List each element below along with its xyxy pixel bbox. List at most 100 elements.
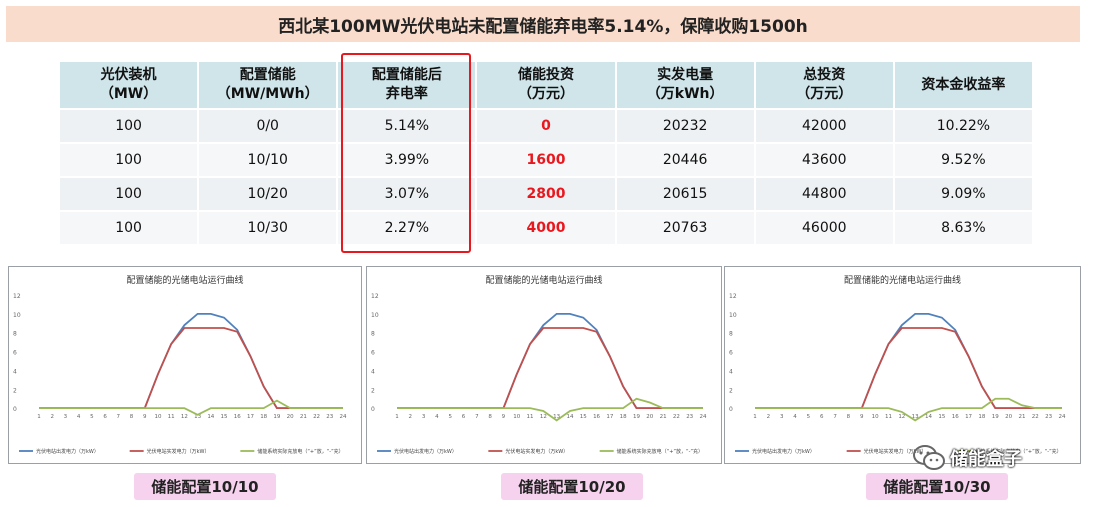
series-line bbox=[755, 327, 1062, 410]
cell-equity-return: 9.52% bbox=[894, 142, 1032, 176]
watermark: 储能盒子 bbox=[912, 442, 1022, 474]
x-tick-label: 16 bbox=[234, 414, 241, 420]
x-tick-label: 7 bbox=[475, 414, 479, 420]
legend-label: 光伏电站实发电力（万kW） bbox=[505, 448, 568, 455]
x-tick-label: 21 bbox=[1018, 414, 1025, 420]
x-tick-label: 18 bbox=[620, 414, 627, 420]
x-tick-label: 4 bbox=[77, 414, 81, 420]
cell-total-investment: 43600 bbox=[755, 142, 893, 176]
cell-actual-generation: 20232 bbox=[616, 108, 754, 142]
x-tick-label: 14 bbox=[925, 414, 932, 420]
legend-label: 储能系统实际充放电（“+”放，“-”充） bbox=[617, 448, 703, 455]
x-tick-label: 12 bbox=[898, 414, 905, 420]
table-row: 100 10/20 3.07% 2800 20615 44800 9.09% bbox=[60, 176, 1032, 210]
x-tick-label: 8 bbox=[130, 414, 134, 420]
x-tick-label: 6 bbox=[820, 414, 824, 420]
cell-pv-capacity: 100 bbox=[60, 142, 198, 176]
legend-label: 光伏电站实发电力（万kW） bbox=[147, 448, 210, 455]
x-tick-label: 9 bbox=[143, 414, 147, 420]
x-tick-label: 12 bbox=[540, 414, 547, 420]
x-tick-label: 23 bbox=[686, 414, 693, 420]
cell-curtailment-rate: 5.14% bbox=[338, 108, 476, 142]
cell-curtailment-rate: 3.07% bbox=[338, 176, 476, 210]
cell-storage-investment: 1600 bbox=[477, 142, 615, 176]
caption-10-20: 储能配置10/20 bbox=[501, 473, 643, 500]
x-tick-label: 19 bbox=[273, 414, 280, 420]
x-tick-label: 2 bbox=[50, 414, 54, 420]
chart-10-30: 配置储能的光储电站运行曲线 0 2 4 6 8 10 12 1 2 3 4 5 6 7 8 9 10 11 12 13 1… bbox=[724, 266, 1081, 464]
x-tick-label: 17 bbox=[247, 414, 254, 420]
y-tick-label: 6 bbox=[13, 350, 17, 357]
x-tick-label: 8 bbox=[847, 414, 851, 420]
comparison-table: 光伏装机 （MW） 配置储能 （MW/MWh） 配置储能后 弃电率 储能投资 （万元） … bbox=[58, 62, 1034, 244]
caption-10-30: 储能配置10/30 bbox=[866, 473, 1008, 500]
x-tick-label: 9 bbox=[860, 414, 864, 420]
x-tick-label: 24 bbox=[700, 414, 707, 420]
x-tick-label: 1 bbox=[753, 414, 757, 420]
table-row: 100 10/10 3.99% 1600 20446 43600 9.52% bbox=[60, 142, 1032, 176]
x-tick-label: 15 bbox=[221, 414, 228, 420]
y-tick-label: 0 bbox=[371, 406, 375, 413]
cell-equity-return: 10.22% bbox=[894, 108, 1032, 142]
x-tick-label: 22 bbox=[673, 414, 680, 420]
x-tick-label: 16 bbox=[952, 414, 959, 420]
x-tick-label: 18 bbox=[978, 414, 985, 420]
legend-label: 储能系统实际充放电（“+”放，“-”充） bbox=[257, 448, 343, 455]
x-tick-label: 4 bbox=[793, 414, 797, 420]
y-tick-label: 6 bbox=[729, 350, 733, 357]
y-tick-label: 12 bbox=[13, 293, 21, 300]
y-tick-label: 8 bbox=[729, 331, 733, 338]
watermark-text: 储能盒子 bbox=[950, 449, 1022, 470]
cell-pv-capacity: 100 bbox=[60, 108, 198, 142]
legend-label: 光伏电站出发电力（万kW） bbox=[394, 448, 457, 455]
legend-label: 光伏电站出发电力（万kW） bbox=[752, 448, 815, 455]
series-line bbox=[397, 397, 703, 422]
header-equity-return: 资本金收益率 bbox=[894, 62, 1032, 108]
y-tick-label: 10 bbox=[13, 312, 21, 319]
chart-10-20: 配置储能的光储电站运行曲线 0 2 4 6 8 10 12 1 2 3 4 5 6 7 8 9 10 11 12 13 1… bbox=[366, 266, 722, 464]
x-tick-label: 1 bbox=[395, 414, 399, 420]
chart-title: 配置储能的光储电站运行曲线 bbox=[485, 274, 602, 286]
legend-label: 储能系统实际充放电（“+”放，“-”充） bbox=[975, 448, 1061, 455]
x-tick-label: 1 bbox=[37, 414, 41, 420]
x-tick-label: 3 bbox=[780, 414, 784, 420]
x-tick-label: 15 bbox=[580, 414, 587, 420]
x-tick-label: 18 bbox=[260, 414, 267, 420]
x-tick-label: 14 bbox=[207, 414, 214, 420]
series-line bbox=[39, 399, 343, 416]
y-tick-label: 4 bbox=[729, 368, 733, 375]
y-tick-label: 10 bbox=[371, 312, 379, 319]
chart-10-10: 配置储能的光储电站运行曲线 0 2 4 6 8 10 12 1 2 3 4 5 6 7 8 9 10 11 12 13 1… bbox=[8, 266, 362, 464]
x-tick-label: 10 bbox=[872, 414, 879, 420]
x-tick-label: 8 bbox=[488, 414, 492, 420]
x-tick-label: 21 bbox=[660, 414, 667, 420]
x-tick-label: 17 bbox=[606, 414, 613, 420]
x-tick-label: 6 bbox=[462, 414, 466, 420]
x-tick-label: 22 bbox=[1032, 414, 1039, 420]
chart-title: 配置储能的光储电站运行曲线 bbox=[126, 274, 243, 286]
cell-storage-config: 10/30 bbox=[199, 210, 337, 244]
y-tick-label: 2 bbox=[729, 387, 733, 394]
cell-storage-config: 10/20 bbox=[199, 176, 337, 210]
y-tick-label: 4 bbox=[371, 368, 375, 375]
x-tick-label: 24 bbox=[1059, 414, 1066, 420]
x-tick-label: 4 bbox=[435, 414, 439, 420]
x-tick-label: 7 bbox=[833, 414, 837, 420]
cell-pv-capacity: 100 bbox=[60, 210, 198, 244]
series-line bbox=[397, 327, 703, 410]
x-tick-label: 10 bbox=[513, 414, 520, 420]
series-line bbox=[39, 327, 343, 410]
x-tick-label: 2 bbox=[767, 414, 771, 420]
y-tick-label: 8 bbox=[371, 331, 375, 338]
chart-title: 配置储能的光储电站运行曲线 bbox=[844, 274, 961, 286]
x-tick-label: 7 bbox=[117, 414, 121, 420]
y-tick-label: 10 bbox=[729, 312, 737, 319]
series-line bbox=[755, 397, 1062, 422]
x-tick-label: 11 bbox=[527, 414, 534, 420]
x-tick-label: 5 bbox=[448, 414, 452, 420]
x-tick-label: 11 bbox=[885, 414, 892, 420]
x-tick-label: 23 bbox=[326, 414, 333, 420]
cell-storage-investment: 2800 bbox=[477, 176, 615, 210]
